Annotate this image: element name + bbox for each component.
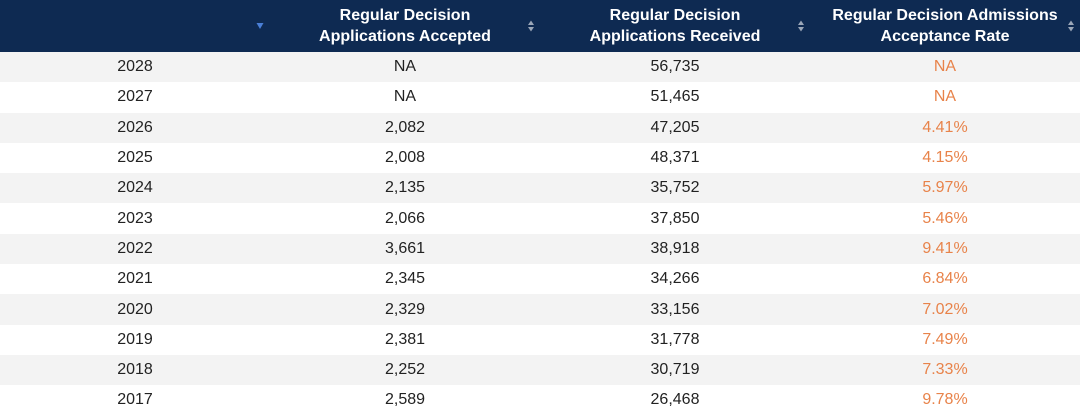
cell-rate: 6.84% [922, 270, 968, 288]
table-row: 2017 2,589 26,468 9.78% [0, 385, 1080, 416]
cell-accepted: 2,252 [384, 361, 426, 379]
cell-year: 2028 [117, 58, 153, 76]
cell-accepted: 2,329 [384, 300, 426, 318]
cell-rate: NA [933, 58, 957, 76]
cell-received: 51,465 [650, 88, 700, 106]
table-row: 2022 3,661 38,918 9.41% [0, 233, 1080, 265]
cell-accepted: NA [393, 88, 417, 106]
column-header-label: Regular Decision Applications Received [589, 7, 761, 45]
cell-accepted: 2,135 [384, 179, 426, 197]
cell-year: 2018 [117, 361, 153, 379]
cell-year: 2026 [117, 118, 153, 136]
cell-accepted: 2,345 [384, 270, 426, 288]
column-header-label: Regular Decision Applications Accepted [319, 7, 491, 45]
cell-rate: 5.46% [922, 209, 968, 227]
cell-year: 2021 [117, 270, 153, 288]
column-header-label: Regular Decision Admissions Acceptance R… [832, 7, 1058, 45]
column-header-year[interactable] [0, 0, 270, 52]
cell-received: 48,371 [650, 149, 700, 167]
table-row: 2019 2,381 31,778 7.49% [0, 324, 1080, 355]
cell-received: 47,205 [650, 118, 700, 136]
table-row: 2024 2,135 35,752 5.97% [0, 173, 1080, 204]
table-row: 2021 2,345 34,266 6.84% [0, 264, 1080, 295]
cell-rate: NA [933, 88, 957, 106]
cell-rate: 5.97% [922, 179, 968, 197]
cell-year: 2023 [117, 209, 153, 227]
column-header-accepted[interactable]: Regular Decision Applications Accepted [270, 0, 540, 52]
table-row: 2023 2,066 37,850 5.46% [0, 203, 1080, 234]
cell-received: 34,266 [650, 270, 700, 288]
cell-received: 37,850 [650, 209, 700, 227]
cell-year: 2024 [117, 179, 153, 197]
table-row: 2028 NA 56,735 NA [0, 52, 1080, 83]
cell-rate: 4.41% [922, 118, 968, 136]
cell-received: 31,778 [650, 330, 700, 348]
header-row: Regular Decision Applications Accepted R… [0, 0, 1080, 52]
cell-accepted: NA [393, 58, 417, 76]
cell-rate: 7.33% [922, 361, 968, 379]
table-row: 2027 NA 51,465 NA [0, 82, 1080, 113]
cell-accepted: 2,082 [384, 118, 426, 136]
sort-both-icon[interactable] [527, 19, 535, 33]
cell-year: 2019 [117, 330, 153, 348]
table-body: 2028 NA 56,735 NA 2027 NA 51,465 NA 2026… [0, 52, 1080, 416]
cell-rate: 7.02% [922, 300, 968, 318]
cell-year: 2017 [117, 391, 153, 409]
table-row: 2018 2,252 30,719 7.33% [0, 354, 1080, 386]
column-header-received[interactable]: Regular Decision Applications Received [540, 0, 810, 52]
cell-received: 35,752 [650, 179, 700, 197]
sort-both-icon[interactable] [1067, 19, 1075, 33]
table-row: 2026 2,082 47,205 4.41% [0, 112, 1080, 143]
cell-year: 2020 [117, 300, 153, 318]
sort-desc-active-icon[interactable] [256, 19, 264, 33]
cell-received: 56,735 [650, 58, 700, 76]
cell-rate: 9.78% [922, 391, 968, 409]
cell-received: 38,918 [650, 239, 700, 257]
cell-received: 30,719 [650, 361, 700, 379]
cell-year: 2022 [117, 239, 153, 257]
table-header: Regular Decision Applications Accepted R… [0, 0, 1080, 52]
cell-rate: 4.15% [922, 149, 968, 167]
cell-received: 26,468 [650, 391, 700, 409]
cell-received: 33,156 [650, 300, 700, 318]
cell-accepted: 2,381 [384, 330, 426, 348]
cell-rate: 9.41% [922, 239, 968, 257]
table-row: 2025 2,008 48,371 4.15% [0, 142, 1080, 174]
column-header-rate[interactable]: Regular Decision Admissions Acceptance R… [810, 0, 1080, 52]
table-row: 2020 2,329 33,156 7.02% [0, 294, 1080, 325]
cell-year: 2027 [117, 88, 153, 106]
cell-rate: 7.49% [922, 330, 968, 348]
cell-accepted: 2,589 [384, 391, 426, 409]
cell-year: 2025 [117, 149, 153, 167]
cell-accepted: 2,066 [384, 209, 426, 227]
sort-both-icon[interactable] [797, 19, 805, 33]
cell-accepted: 3,661 [384, 239, 426, 257]
cell-accepted: 2,008 [384, 149, 426, 167]
